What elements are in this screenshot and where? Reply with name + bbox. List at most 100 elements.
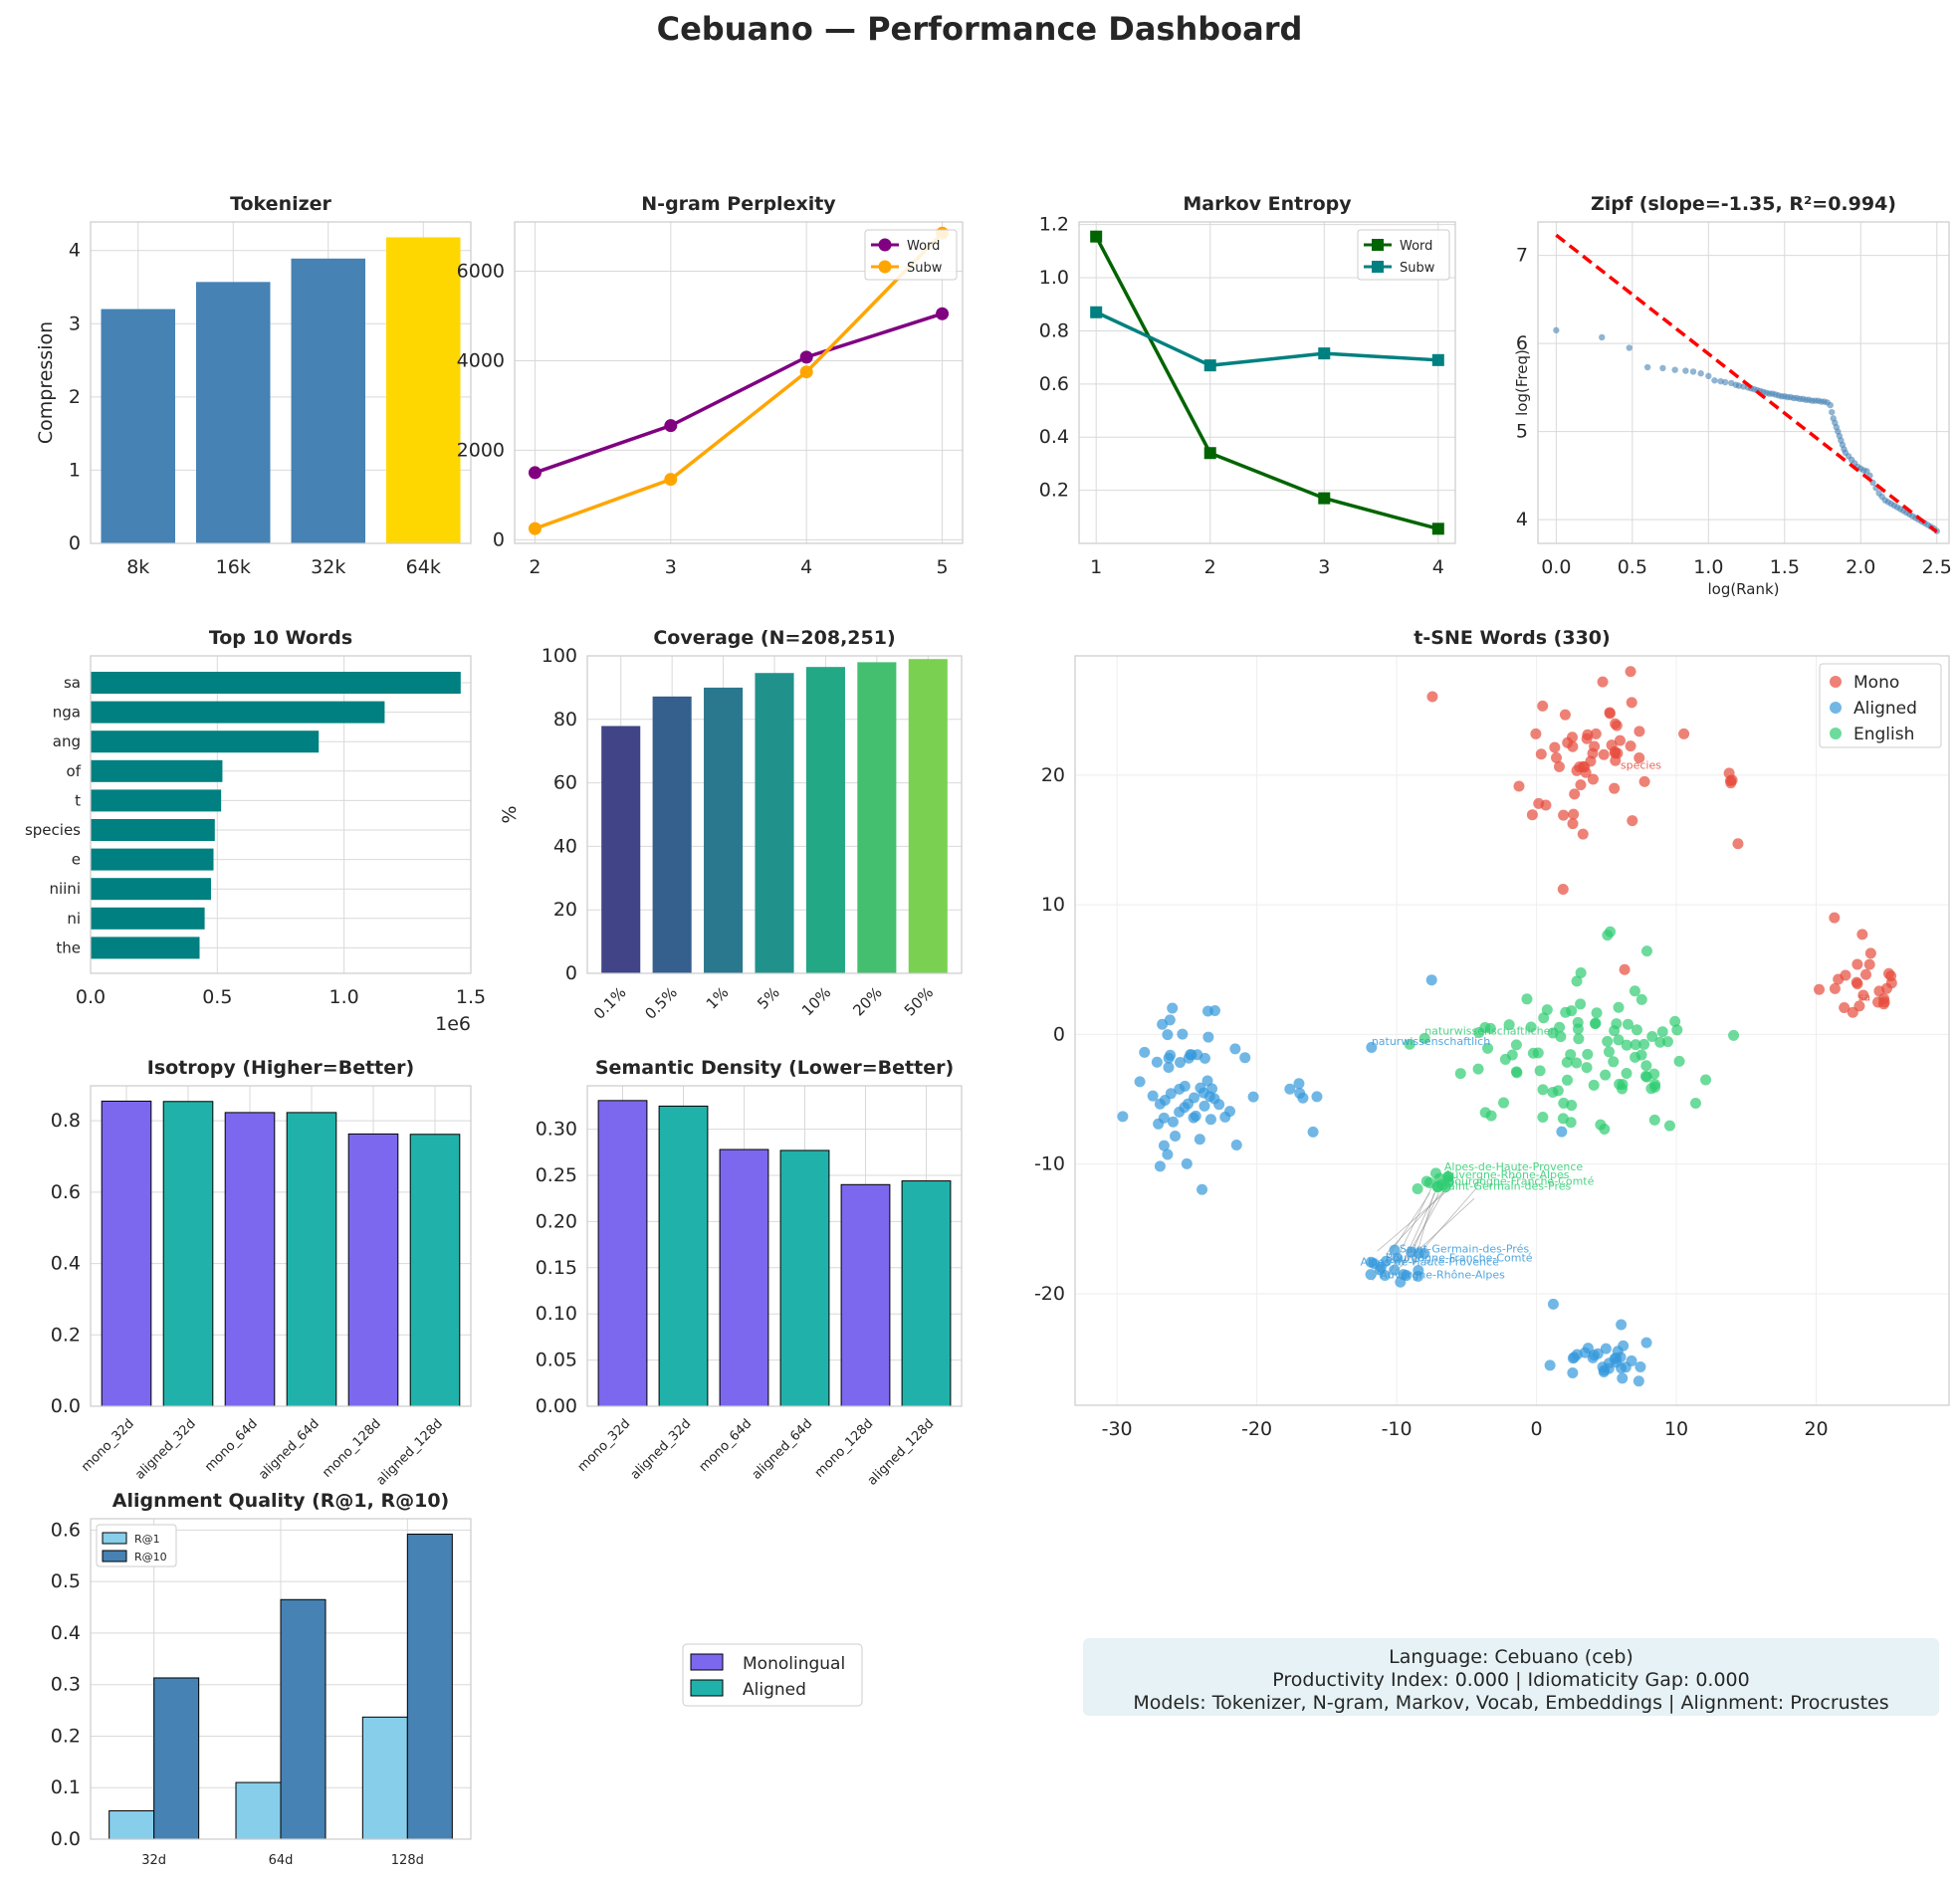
tsne-point-english [1412, 1182, 1423, 1194]
tokenizer-y-tick: 2 [69, 386, 81, 408]
zipf-point [1829, 408, 1836, 416]
tsne-point-english [1608, 1056, 1620, 1068]
tsne-point-english [1510, 1039, 1522, 1051]
isotropy-y-tick: 0.4 [51, 1253, 81, 1275]
isotropy-bar [347, 1133, 399, 1407]
tsne-y-tick: -20 [1034, 1283, 1065, 1305]
info-box: Language: Cebuano (ceb) Productivity Ind… [1083, 1638, 1939, 1716]
tsne-point-english [1635, 993, 1647, 1005]
tsne-legend-marker [1830, 728, 1842, 739]
tsne-point-english [1472, 1063, 1484, 1075]
tsne-annotation: Auvergne-Rhône-Alpes [1380, 1268, 1505, 1281]
tsne-point-english [1646, 1030, 1658, 1042]
zipf-point [1827, 401, 1834, 409]
alignment-y-tick: 0.5 [51, 1570, 81, 1592]
ngram-y-tick: 0 [493, 528, 505, 550]
zipf-point [1553, 326, 1560, 334]
ngram-point [664, 473, 678, 487]
isotropy-y-tick: 0.2 [51, 1324, 81, 1346]
tsne-point-aligned [1611, 1356, 1623, 1368]
tsne-point-english [1581, 1062, 1593, 1074]
coverage-title: Coverage (N=208,251) [653, 627, 895, 649]
tsne-point-mono [1562, 736, 1574, 748]
tokenizer-y-tick: 0 [69, 532, 81, 554]
topwords-x-scale: 1e6 [435, 1013, 471, 1035]
markov-legend-label: Word [1400, 239, 1432, 254]
tsne-point-english [1639, 1070, 1651, 1082]
alignment-bar [235, 1781, 282, 1840]
topwords-y-tick: ni [67, 910, 81, 928]
tokenizer-bar [196, 282, 271, 543]
tsne-point-english [1454, 1068, 1466, 1080]
topwords-y-tick: the [56, 938, 81, 956]
ngram-y-tick: 2000 [457, 439, 505, 461]
isotropy-chart: Isotropy (Higher=Better) 0.0 0.2 0.4 0.6 0.8 m… [51, 1057, 472, 1489]
tsne-point-mono [1840, 969, 1851, 981]
density-bar [719, 1148, 769, 1407]
tsne-point-mono [1614, 734, 1626, 746]
tsne-point-english [1591, 1007, 1603, 1019]
tsne-point-english [1532, 1047, 1544, 1059]
tsne-point-english [1656, 1026, 1668, 1038]
zipf-x-tick: 1.0 [1693, 556, 1723, 578]
ngram-legend-marker [878, 260, 892, 274]
tsne-point-mono [1872, 996, 1884, 1008]
tsne-point-aligned [1167, 1116, 1179, 1128]
tsne-point-english [1404, 1038, 1416, 1050]
isotropy-title: Isotropy (Higher=Better) [147, 1057, 414, 1079]
tokenizer-x-tick: 16k [216, 556, 251, 578]
tsne-point-english [1629, 985, 1640, 997]
embedding-legend: Monolingual Aligned [682, 1643, 863, 1707]
tsne-point-aligned [1365, 1269, 1377, 1281]
tsne-point-mono [1553, 760, 1565, 772]
coverage-x-tick: 20% [849, 983, 885, 1019]
tsne-x-tick: 20 [1804, 1418, 1828, 1440]
tsne-point-aligned [1418, 1248, 1430, 1260]
tsne-legend-frame [1819, 663, 1942, 748]
isotropy-x-tick: mono_32d [79, 1416, 137, 1475]
tokenizer-title: Tokenizer [230, 193, 331, 215]
isotropy-y-tick: 0.0 [51, 1395, 81, 1417]
tsne-point-aligned [1194, 1134, 1205, 1146]
alignment-title: Alignment Quality (R@1, R@10) [112, 1490, 450, 1512]
tsne-point-aligned [1188, 1112, 1199, 1124]
density-chart: Semantic Density (Lower=Better) 0.00 0.05 0… [536, 1057, 963, 1489]
coverage-y-tick: 80 [553, 709, 577, 730]
markov-legend-label: Subw [1400, 261, 1435, 276]
markov-point [1431, 522, 1444, 535]
tsne-point-mono [1530, 728, 1542, 739]
tsne-point-aligned [1293, 1078, 1305, 1090]
tsne-point-mono [1526, 809, 1538, 821]
ngram-series-line [534, 312, 944, 475]
tsne-point-mono [1610, 754, 1622, 766]
coverage-bar [704, 687, 744, 973]
tsne-point-mono [1625, 666, 1636, 678]
tokenizer-bar [101, 309, 175, 543]
tsne-point-mono [1856, 929, 1868, 940]
tsne-point-mono [1863, 958, 1875, 970]
alignment-y-tick: 0.0 [51, 1828, 81, 1850]
tsne-point-mono [1633, 752, 1645, 764]
zipf-y-tick: 6 [1516, 332, 1528, 354]
ngram-title: N-gram Perplexity [641, 193, 836, 215]
alignment-legend-label: R@1 [134, 1533, 160, 1546]
tsne-point-english [1557, 1113, 1569, 1125]
density-frame [586, 1085, 963, 1407]
alignment-x-tick: 32d [141, 1853, 166, 1868]
tsne-point-english [1442, 1176, 1454, 1188]
tsne-y-tick: 10 [1041, 894, 1065, 916]
tsne-point-aligned [1170, 1131, 1182, 1143]
tsne-point-mono [1549, 741, 1561, 753]
tsne-point-aligned [1368, 1258, 1380, 1270]
legend-monolingual-label: Monolingual [743, 1654, 845, 1674]
topwords-y-tick: t [75, 791, 81, 809]
tsne-frame [1074, 655, 1950, 1406]
zipf-point [1689, 368, 1697, 375]
isotropy-bar [162, 1101, 214, 1407]
topwords-x-tick: 0.0 [76, 986, 106, 1008]
alignment-legend-swatch [102, 1550, 127, 1563]
tsne-point-aligned [1379, 1269, 1391, 1281]
isotropy-bar [224, 1112, 276, 1407]
tsne-annotation: Alpes-de-Haute-Provence [1361, 1255, 1500, 1268]
zipf-point [1705, 372, 1712, 380]
